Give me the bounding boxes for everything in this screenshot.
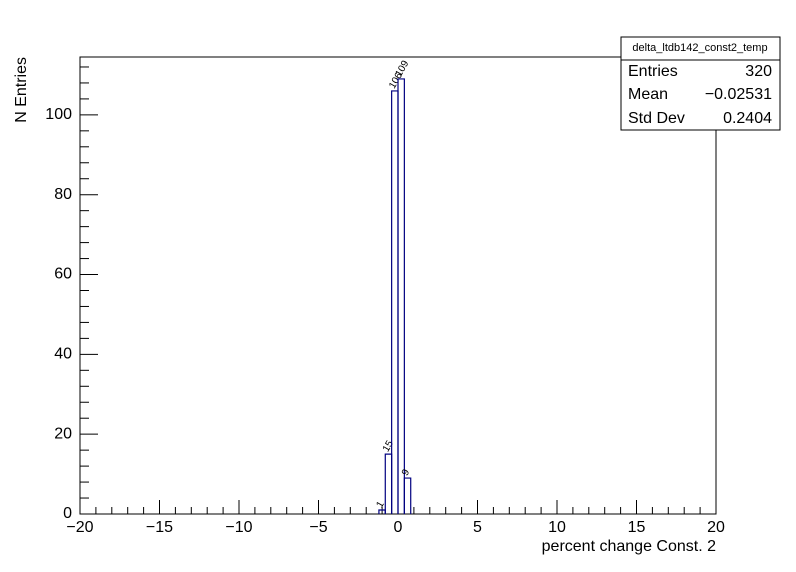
histogram-bar (397, 78, 405, 514)
y-tick-label: 40 (54, 346, 72, 363)
y-tick-label: 100 (45, 106, 72, 123)
stats-box: delta_ltdb142_const2_temp Entries 320 Me… (620, 36, 781, 131)
value-label: 1 (374, 499, 387, 510)
histogram-bar (403, 477, 412, 514)
x-tick-label: −20 (66, 519, 93, 536)
stats-name: Mean (628, 86, 668, 103)
x-tick-label: 15 (628, 519, 646, 536)
x-tick-label: 5 (473, 519, 482, 536)
y-tick-label: 20 (54, 425, 72, 442)
x-tick-label: 10 (548, 519, 566, 536)
value-label: 9 (400, 467, 413, 478)
stats-value: 0.2404 (723, 110, 772, 127)
stats-title: delta_ltdb142_const2_temp (632, 42, 767, 54)
stats-name: Entries (628, 63, 678, 80)
stats-value: −0.02531 (705, 86, 772, 103)
y-tick-label: 0 (63, 505, 72, 522)
x-tick-label: −10 (225, 519, 252, 536)
x-tick-label: 20 (707, 519, 725, 536)
x-tick-label: −5 (309, 519, 327, 536)
stats-name: Std Dev (628, 110, 685, 127)
stats-value: 320 (745, 63, 772, 80)
value-label: 15 (381, 438, 396, 454)
y-axis-title: N Entries (13, 57, 30, 123)
x-tick-label: 0 (394, 519, 403, 536)
stats-frame (620, 36, 781, 131)
y-tick-label: 60 (54, 266, 72, 283)
x-axis-title: percent change Const. 2 (542, 538, 716, 555)
x-tick-label: −15 (146, 519, 173, 536)
y-tick-label: 80 (54, 186, 72, 203)
